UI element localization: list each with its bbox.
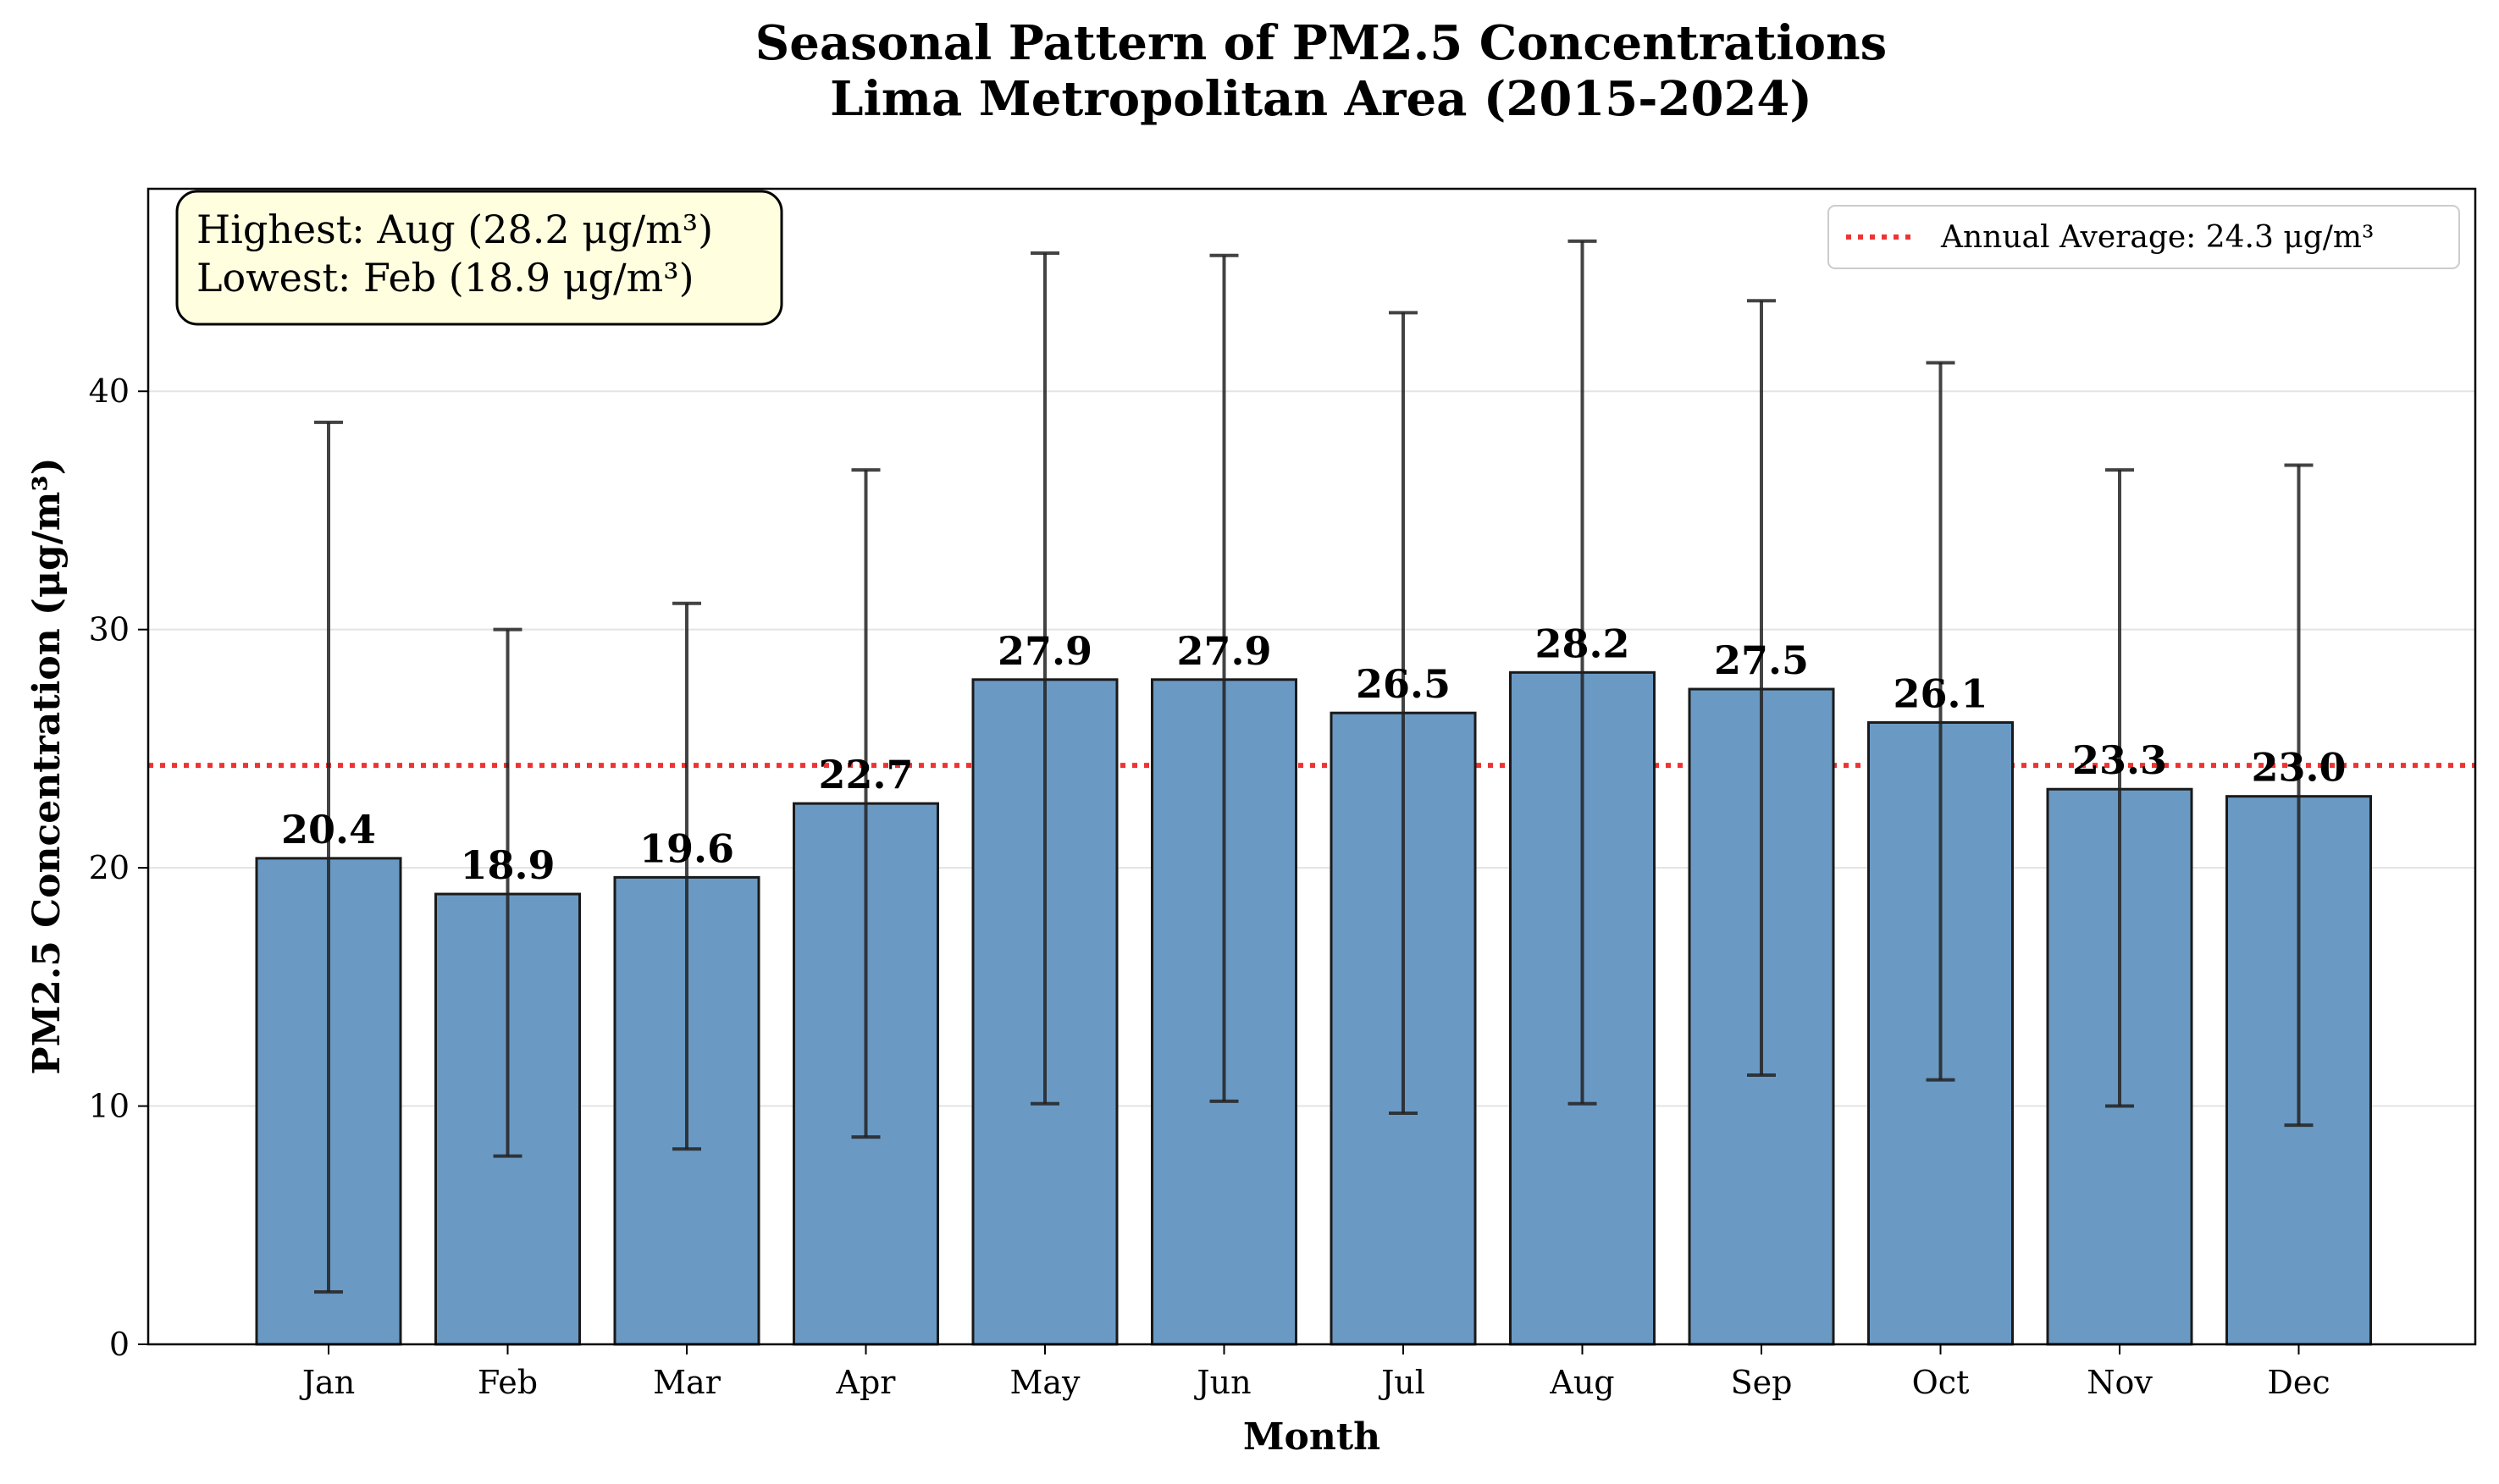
y-tick-label: 30 (89, 611, 130, 648)
x-tick-label-aug: Aug (1549, 1364, 1614, 1401)
x-tick-label-mar: Mar (653, 1364, 722, 1401)
annotation-box: Highest: Aug (28.2 μg/m³) Lowest: Feb (1… (175, 190, 783, 326)
value-label-jun: 27.9 (1176, 628, 1271, 674)
x-tick-label-jan: Jan (299, 1364, 355, 1401)
y-axis-label: PM2.5 Concentration (μg/m³) (25, 457, 69, 1074)
value-label-oct: 26.1 (1893, 670, 1988, 716)
y-tick-label: 20 (89, 849, 130, 886)
value-label-nov: 23.3 (2072, 737, 2167, 783)
y-tick-label: 0 (109, 1326, 130, 1363)
chart-title-line-2: Lima Metropolitan Area (2015-2024) (830, 71, 1812, 127)
legend-label-average: Annual Average: 24.3 μg/m³ (1940, 220, 2375, 255)
bars (255, 670, 2372, 1346)
legend: Annual Average: 24.3 μg/m³ (1827, 205, 2460, 269)
x-tick-label-jun: Jun (1193, 1364, 1251, 1401)
x-tick-label-may: May (1009, 1364, 1081, 1401)
x-tick-label-oct: Oct (1912, 1364, 1970, 1401)
value-label-mar: 19.6 (639, 825, 734, 871)
value-label-sep: 27.5 (1714, 637, 1809, 683)
annotation-lowest: Lowest: Feb (18.9 μg/m³) (196, 255, 694, 301)
value-label-jul: 26.5 (1356, 661, 1451, 707)
value-label-dec: 23.0 (2251, 745, 2346, 791)
value-label-apr: 22.7 (818, 752, 913, 797)
x-tick-label-sep: Sep (1731, 1364, 1793, 1401)
value-label-jan: 20.4 (281, 807, 376, 852)
plot-frame (147, 187, 2477, 1346)
axes: 0 10 20 30 40 Jan Feb Mar Apr May Jun Jul Aug Sep Oct N… (89, 372, 2330, 1401)
value-label-feb: 18.9 (460, 842, 555, 888)
x-axis-label: Month (1243, 1415, 1380, 1459)
value-labels: 20.4 18.9 19.6 22.7 27.9 27.9 26.5 28.2 27.5 26.1… (281, 621, 2347, 888)
value-label-aug: 28.2 (1534, 621, 1629, 666)
y-tick-label: 10 (89, 1088, 130, 1125)
y-tick-label: 40 (89, 372, 130, 410)
x-tick-label-dec: Dec (2267, 1364, 2330, 1401)
x-tick-label-nov: Nov (2087, 1364, 2153, 1401)
value-label-may: 27.9 (998, 628, 1092, 674)
x-tick-label-apr: Apr (836, 1364, 897, 1401)
x-tick-label-feb: Feb (478, 1364, 538, 1401)
chart-title-line-1: Seasonal Pattern of PM2.5 Concentrations (755, 15, 1887, 71)
x-tick-label-jul: Jul (1378, 1364, 1425, 1401)
annotation-highest: Highest: Aug (28.2 μg/m³) (196, 207, 713, 252)
error-bars (314, 239, 2314, 1294)
